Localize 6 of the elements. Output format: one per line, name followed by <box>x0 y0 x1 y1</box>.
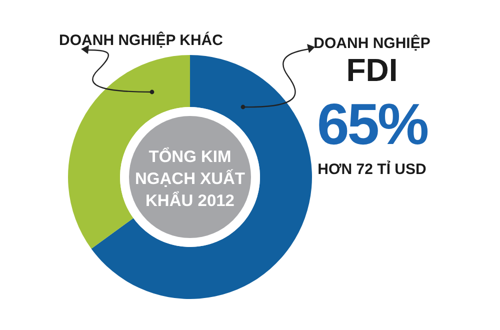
slice-label: DOANH NGHIỆP FDI <box>314 34 430 88</box>
text: TỔNG KIM NGẠCH XUẤT KHẨU 2012 <box>135 147 245 210</box>
text: HƠN 72 TỈ USD <box>318 160 426 178</box>
donut-slice <box>91 55 312 299</box>
slice-label: DOANH NGHIỆP KHÁC <box>59 31 224 49</box>
data-label: 65% <box>316 92 428 157</box>
